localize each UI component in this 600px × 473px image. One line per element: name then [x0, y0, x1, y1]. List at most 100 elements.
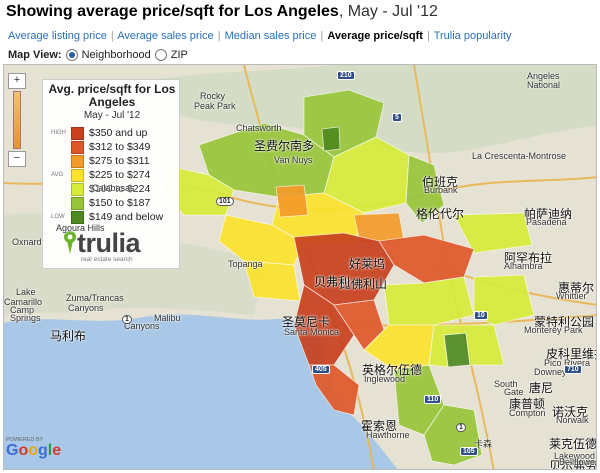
tab-separator: |: [110, 30, 114, 42]
legend-item-label: $100 to $224: [89, 183, 151, 195]
map-place-label: 圣莫尼卡: [282, 315, 331, 329]
neighborhood-n7[interactable]: [405, 154, 445, 224]
highway-shield-icon: 1: [456, 423, 466, 432]
map-place-label: La Crescenta-Montrose: [472, 151, 567, 161]
legend-swatch: [71, 210, 84, 224]
zip-radio[interactable]: [154, 49, 167, 61]
map-place-label: 比佛利山: [339, 277, 388, 291]
map-place-label: Angeles: [527, 71, 560, 81]
neighborhood-radio[interactable]: [65, 49, 78, 61]
google-attribution[interactable]: POWERED BY Google: [6, 437, 61, 459]
neighborhood-n8[interactable]: [321, 126, 341, 152]
tab-trulia-popularity[interactable]: Trulia popularity: [433, 30, 512, 42]
tab-average-listing-price[interactable]: Average listing price: [8, 30, 107, 42]
zoom-control: + −: [8, 73, 28, 169]
legend-item-label: $225 to $274: [89, 169, 151, 181]
legend-swatch: [71, 196, 84, 210]
neighborhood-n9[interactable]: [275, 184, 309, 218]
google-logo: Google: [6, 442, 62, 459]
map-place-label: South: [494, 379, 518, 389]
map-place-label: Springs: [10, 313, 41, 323]
tab-average-sales-price[interactable]: Average sales price: [117, 30, 214, 42]
map-place-label: National: [527, 80, 561, 90]
tab-separator: |: [426, 30, 430, 42]
highway-shield-icon: 710: [564, 365, 582, 374]
legend-low-label: LOW: [51, 214, 65, 220]
map-place-label: 圣费尔南多: [254, 139, 315, 153]
map-place-label: 卡森: [474, 439, 493, 449]
tab-average-price-sqft[interactable]: Average price/sqft: [327, 30, 423, 42]
map-place-label: Gate: [504, 387, 524, 397]
metric-tabs: Average listing price | Average sales pr…: [8, 30, 512, 42]
legend-item: $100 to $224: [71, 182, 150, 196]
legend-title: Avg. price/sqft for Los Angeles: [48, 82, 176, 109]
legend-swatch: [71, 126, 84, 140]
legend-item-label: $350 and up: [89, 127, 148, 139]
map-place-label: Pasadena: [526, 217, 567, 227]
map-place-label: Norwalk: [556, 415, 589, 425]
trulia-tagline: real estate search: [81, 256, 133, 263]
trulia-pin-icon: [64, 231, 76, 254]
legend-item-label: $150 to $187: [89, 197, 151, 209]
map-place-label: 格伦代尔: [416, 207, 465, 221]
map-place-label: Lake: [16, 287, 36, 297]
tab-median-sales-price[interactable]: Median sales price: [224, 30, 317, 42]
neighborhood-layer: [161, 89, 535, 466]
neighborhood-n12[interactable]: [453, 212, 533, 254]
map-view-label: Map View:: [8, 49, 62, 61]
map-place-label: Inglewood: [364, 374, 406, 384]
legend-swatch: [71, 140, 84, 154]
legend-item: $150 to $187: [71, 196, 150, 210]
map-place-label: Monterey Park: [524, 325, 583, 335]
map-place-label: 伯班克: [422, 175, 459, 189]
map-place-label: Compton: [509, 408, 546, 418]
map-place-label: 霍索恩: [361, 419, 398, 433]
trulia-logo[interactable]: trulia real estate search: [63, 230, 141, 263]
zoom-in-button[interactable]: +: [8, 73, 26, 89]
zip-radio-label[interactable]: ZIP: [170, 49, 188, 61]
map-place-label: Canyons: [68, 303, 104, 313]
map-place-label: Chatsworth: [236, 123, 282, 133]
map-place-label: Zuma/Trancas: [66, 293, 124, 303]
map-place-label: Camarillo: [4, 297, 43, 307]
legend-swatch: [71, 168, 84, 182]
map-place-label: 诺沃克: [552, 405, 589, 419]
map-place-label: Bellflower: [559, 457, 597, 467]
legend-item: $312 to $349: [71, 140, 150, 154]
neighborhood-n19[interactable]: [473, 274, 535, 326]
legend-item: $350 and up: [71, 126, 147, 140]
neighborhood-radio-label[interactable]: Neighborhood: [81, 49, 151, 61]
map-place-label: 贝尔弗劳尔: [549, 459, 597, 470]
highway-shield-icon: 10: [474, 311, 488, 320]
legend-item-label: $275 to $311: [89, 155, 150, 167]
neighborhood-n23[interactable]: [428, 324, 505, 368]
legend-swatch: [71, 182, 84, 196]
legend-avg-label: AVG: [51, 172, 64, 178]
map-canvas[interactable]: [4, 65, 597, 470]
map-place-label: Rocky: [200, 91, 226, 101]
neighborhood-n17[interactable]: [308, 364, 360, 416]
neighborhood-n22[interactable]: [443, 332, 471, 368]
zoom-slider[interactable]: [13, 91, 21, 149]
map-place-label: 莱克伍德: [549, 437, 597, 451]
highway-shield-icon: 1: [122, 315, 132, 324]
legend-item: $275 to $311: [71, 154, 150, 168]
legend-item: $225 to $274: [71, 168, 150, 182]
ocean-shape: [4, 314, 398, 469]
highway-shield-icon: 101: [216, 197, 234, 206]
legend-swatch: [71, 154, 84, 168]
page-title: Showing average price/sqft for Los Angel…: [6, 3, 438, 21]
neighborhood-n18[interactable]: [383, 276, 475, 326]
map-area[interactable]: + − Avg. price/sqft for Los Angeles May …: [3, 64, 597, 470]
map-place-label: Canyons: [124, 321, 160, 331]
map-place-label: 阿罕布拉: [504, 251, 553, 265]
map-place-label: 贝弗利: [314, 275, 351, 289]
map-place-label: Peak Park: [194, 101, 236, 111]
powered-by-label: POWERED BY: [6, 437, 44, 443]
map-view-selector: Map View: Neighborhood ZIP: [8, 49, 188, 61]
map-place-label: Santa Monica: [284, 327, 340, 337]
zoom-out-button[interactable]: −: [8, 151, 26, 167]
tab-separator: |: [320, 30, 324, 42]
highway-shield-icon: 110: [424, 395, 442, 404]
map-place-label: 康普顿: [509, 397, 546, 411]
